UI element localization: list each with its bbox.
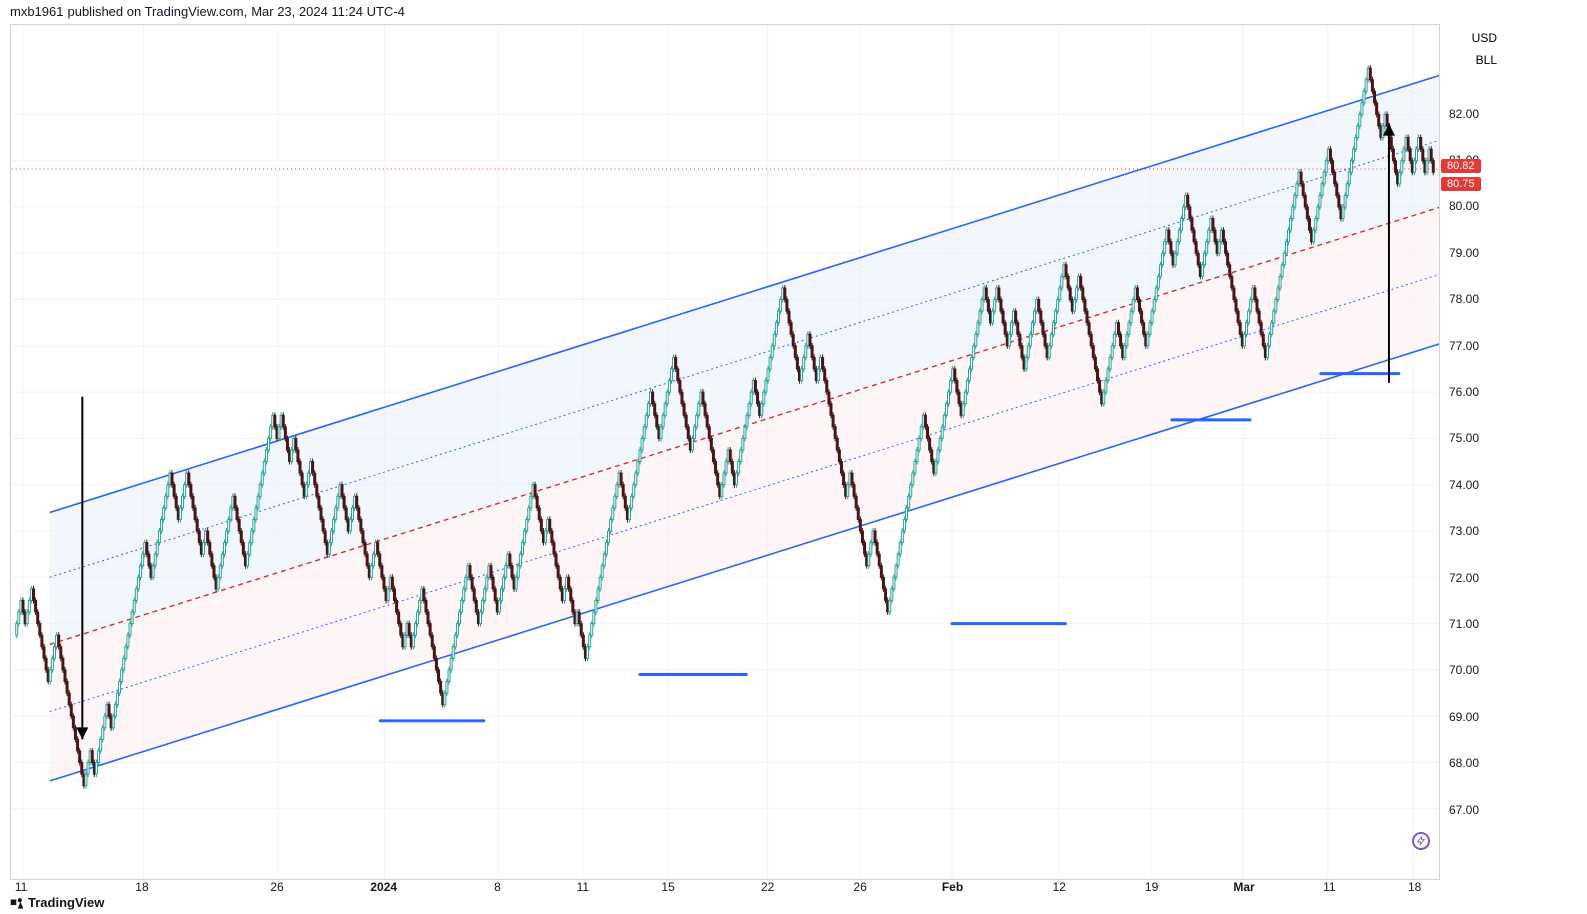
time-tick: 11 <box>15 880 27 894</box>
brand-footer[interactable]: TradingView <box>10 895 104 910</box>
brand-name: TradingView <box>28 895 104 910</box>
time-tick: Mar <box>1233 880 1254 894</box>
price-tick: 78.00 <box>1449 292 1479 306</box>
tradingview-logo-icon <box>10 896 24 910</box>
time-tick: 19 <box>1145 880 1158 894</box>
price-tick: 75.00 <box>1449 431 1479 445</box>
publication-timestamp: Mar 23, 2024 11:24 UTC-4 <box>251 4 405 19</box>
time-tick: 22 <box>761 880 774 894</box>
price-tick: 73.00 <box>1449 524 1479 538</box>
chart-pane[interactable] <box>10 24 1440 880</box>
time-tick: 11 <box>577 880 589 894</box>
unit-toggle-usd[interactable]: USD <box>1455 28 1497 48</box>
time-axis[interactable]: 11 18 26 2024 8 11 15 22 26 Feb 12 19 Mar 11 18 <box>10 880 1440 900</box>
time-tick: 12 <box>1052 880 1065 894</box>
time-tick: 2024 <box>370 880 397 894</box>
time-tick: 18 <box>1408 880 1421 894</box>
time-tick: 18 <box>135 880 148 894</box>
price-tick: 69.00 <box>1449 710 1479 724</box>
replay-icon[interactable] <box>1412 832 1430 850</box>
chart-svg <box>11 25 1439 879</box>
time-tick: Feb <box>942 880 963 894</box>
published-on: published on TradingView.com, <box>67 4 247 19</box>
price-axis[interactable]: USD BLL 67.00 68.00 69.00 70.00 71.00 72.00 73… <box>1441 24 1501 880</box>
publication-bar: mxb1961 published on TradingView.com, Ma… <box>0 0 1587 22</box>
price-tick: 82.00 <box>1449 107 1479 121</box>
lightning-icon <box>1416 836 1426 846</box>
time-tick: 26 <box>853 880 866 894</box>
price-tick: 71.00 <box>1449 617 1479 631</box>
price-tick: 80.00 <box>1449 199 1479 213</box>
price-tick: 68.00 <box>1449 756 1479 770</box>
time-tick: 11 <box>1323 880 1335 894</box>
time-tick: 26 <box>270 880 283 894</box>
price-tag-last: 80.75 <box>1441 177 1481 191</box>
price-tag-mark: 80.82 <box>1441 159 1481 173</box>
price-tick: 72.00 <box>1449 571 1479 585</box>
author: mxb1961 <box>10 4 63 19</box>
price-tick: 74.00 <box>1449 478 1479 492</box>
price-tick: 67.00 <box>1449 803 1479 817</box>
price-tick: 70.00 <box>1449 663 1479 677</box>
time-tick: 8 <box>494 880 501 894</box>
time-tick: 15 <box>661 880 674 894</box>
price-tick: 77.00 <box>1449 339 1479 353</box>
price-tick: 79.00 <box>1449 246 1479 260</box>
unit-toggle-bll[interactable]: BLL <box>1455 50 1497 70</box>
price-tick: 76.00 <box>1449 385 1479 399</box>
